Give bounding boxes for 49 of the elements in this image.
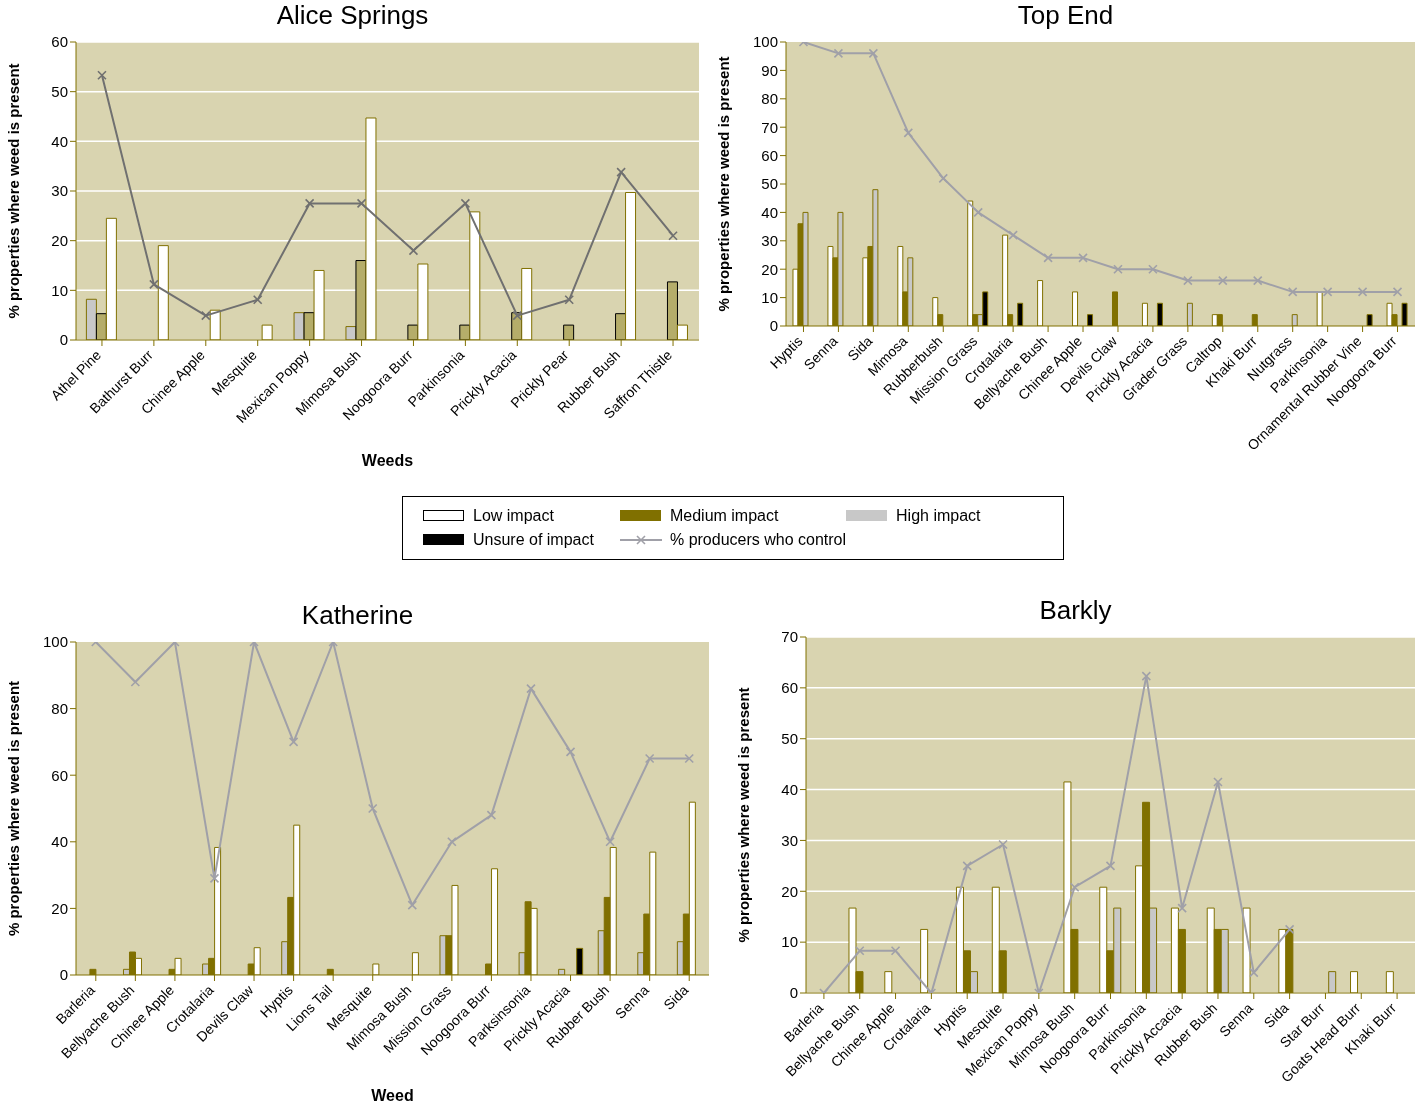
y-axis-title: % properties where weed is present bbox=[735, 687, 753, 943]
y-tick-label: 20 bbox=[761, 260, 778, 278]
y-tick-label: 50 bbox=[51, 82, 68, 100]
y-tick-label: 0 bbox=[769, 317, 778, 335]
y-tick-label: 40 bbox=[761, 203, 778, 221]
x-tick-label: Sida bbox=[1260, 999, 1292, 1031]
y-tick-label: 20 bbox=[781, 882, 798, 900]
chart-title: Barkly bbox=[1038, 595, 1113, 627]
y-tick-label: 40 bbox=[51, 132, 68, 150]
x-tick-label: Sida bbox=[660, 981, 692, 1013]
y-tick-label: 40 bbox=[781, 780, 798, 798]
y-tick-label: 20 bbox=[51, 899, 68, 917]
y-axis-title: % properties where weed is present bbox=[715, 56, 733, 312]
y-tick-label: 20 bbox=[51, 231, 68, 249]
y-tick-label: 70 bbox=[761, 118, 778, 136]
legend-label: Low impact bbox=[473, 507, 554, 525]
x-axis-title: Weeds bbox=[361, 452, 414, 469]
y-tick-label: 100 bbox=[752, 33, 778, 51]
chart-title: Katherine bbox=[300, 600, 415, 632]
legend-label: Unsure of impact bbox=[473, 531, 594, 549]
y-tick-label: 0 bbox=[789, 984, 798, 1002]
chart-title: Top End bbox=[1016, 0, 1115, 32]
legend-label: High impact bbox=[896, 507, 981, 525]
y-tick-label: 50 bbox=[761, 175, 778, 193]
y-axis-title: % properties where weed is present bbox=[5, 63, 23, 319]
legend-label: % producers who control bbox=[669, 531, 847, 549]
y-tick-label: 80 bbox=[51, 699, 68, 717]
y-tick-label: 30 bbox=[51, 182, 68, 200]
legend-label: Medium impact bbox=[669, 507, 779, 525]
y-axis-title: % properties where weed is present bbox=[5, 680, 23, 937]
y-tick-label: 10 bbox=[781, 933, 798, 951]
y-tick-label: 90 bbox=[761, 61, 778, 79]
y-tick-label: 30 bbox=[781, 831, 798, 849]
y-tick-label: 30 bbox=[761, 232, 778, 250]
y-tick-label: 100 bbox=[42, 633, 68, 651]
y-tick-label: 0 bbox=[59, 331, 68, 349]
y-tick-label: 10 bbox=[51, 281, 68, 299]
y-tick-label: 60 bbox=[51, 33, 68, 51]
y-tick-label: 0 bbox=[59, 966, 68, 984]
chart-title: Alice Springs bbox=[275, 0, 430, 32]
x-axis-title: Weed bbox=[371, 1087, 414, 1104]
y-tick-label: 50 bbox=[781, 730, 798, 748]
y-tick-label: 60 bbox=[761, 146, 778, 164]
y-tick-label: 80 bbox=[761, 90, 778, 108]
y-tick-label: 70 bbox=[781, 628, 798, 646]
y-tick-label: 60 bbox=[781, 679, 798, 697]
y-tick-label: 10 bbox=[761, 288, 778, 306]
y-tick-label: 60 bbox=[51, 766, 68, 784]
y-tick-label: 40 bbox=[51, 833, 68, 851]
